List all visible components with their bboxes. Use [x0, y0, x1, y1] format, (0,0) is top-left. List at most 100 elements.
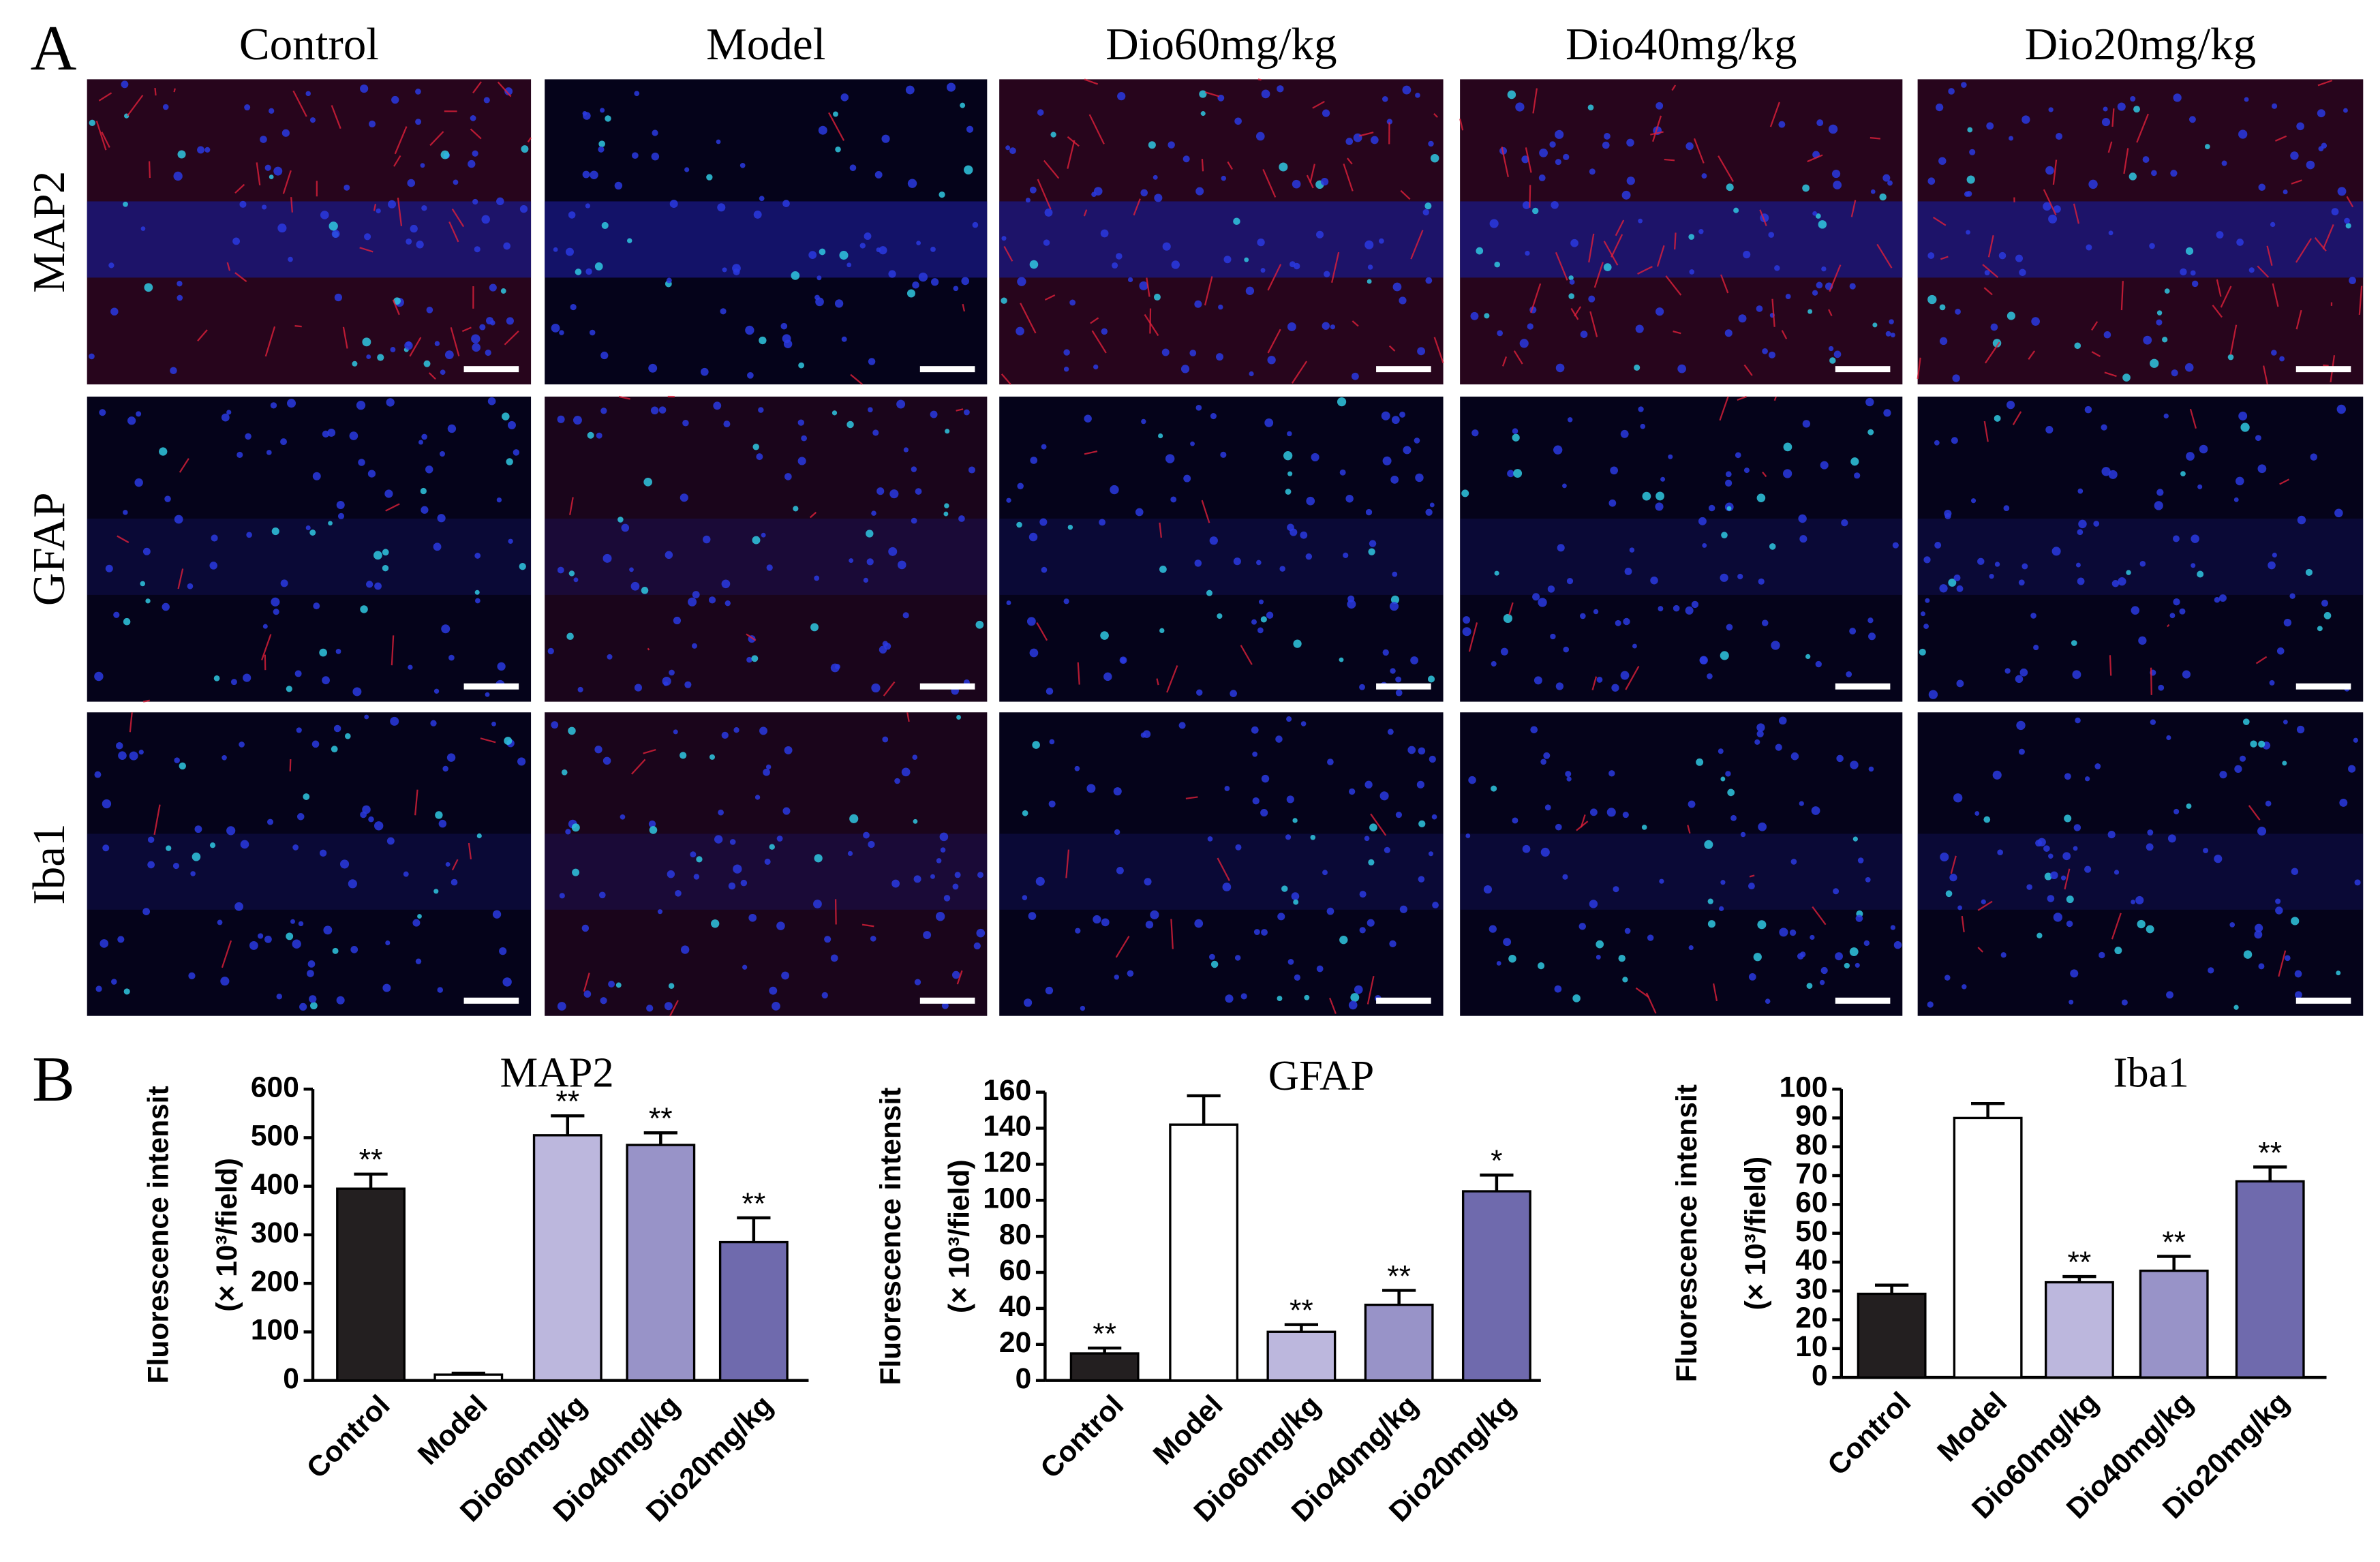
- nucleus: [1009, 147, 1016, 155]
- nucleus: [1399, 411, 1405, 418]
- nucleus: [447, 424, 457, 433]
- nucleus: [1281, 885, 1288, 892]
- nucleus: [1779, 928, 1788, 937]
- significance: **: [742, 1186, 765, 1221]
- nucleus: [1850, 457, 1859, 466]
- nucleus: [2218, 594, 2227, 602]
- nucleus: [793, 506, 799, 512]
- nucleus: [2030, 613, 2036, 619]
- fiber: [1170, 919, 1174, 949]
- nucleus: [1159, 565, 1167, 573]
- nucleus: [388, 200, 397, 209]
- nucleus: [1870, 189, 1876, 194]
- nucleus: [1540, 847, 1550, 857]
- nucleus: [2184, 363, 2194, 372]
- nucleus: [600, 108, 605, 113]
- nucleus: [1769, 543, 1776, 550]
- nucleus: [2053, 913, 2062, 922]
- nucleus: [824, 936, 832, 943]
- nucleus: [1812, 211, 1818, 216]
- nucleus: [172, 862, 180, 870]
- nucleus: [1194, 300, 1202, 308]
- fiber: [2274, 135, 2287, 142]
- nucleus: [1688, 800, 1696, 808]
- bar: [532, 1134, 602, 1382]
- nucleus: [1754, 739, 1760, 745]
- nucleus: [1326, 907, 1334, 915]
- nucleus: [479, 324, 486, 331]
- nucleus: [1572, 994, 1581, 1002]
- fiber: [1555, 251, 1568, 281]
- nucleus: [814, 294, 820, 301]
- nucleus: [1257, 238, 1265, 247]
- fiber: [2107, 141, 2113, 153]
- nucleus: [123, 988, 130, 995]
- fiber: [1115, 936, 1130, 958]
- bar: [1364, 1303, 1434, 1382]
- fiber: [1645, 992, 1657, 1014]
- nucleus: [264, 164, 271, 171]
- nucleus: [368, 816, 374, 823]
- fiber: [1718, 155, 1734, 182]
- nucleus: [581, 924, 590, 932]
- nucleus: [1939, 304, 1946, 311]
- nucleus: [1603, 263, 1612, 271]
- nucleus: [784, 473, 792, 480]
- nucleus: [1919, 648, 1926, 656]
- bar: [2139, 1269, 2209, 1379]
- nucleus: [471, 334, 480, 343]
- nucleus: [1604, 133, 1611, 140]
- nucleus: [271, 597, 280, 607]
- nucleus: [1587, 104, 1594, 111]
- nucleus: [814, 575, 820, 581]
- fiber: [468, 842, 472, 860]
- fiber: [153, 804, 161, 836]
- nucleus: [485, 317, 493, 325]
- nucleus: [1428, 140, 1434, 147]
- fiber: [1574, 306, 1582, 317]
- nucleus: [307, 960, 316, 968]
- fiber: [1020, 303, 1037, 334]
- nucleus: [2197, 570, 2204, 578]
- nucleus: [2185, 247, 2194, 256]
- nucleus: [89, 353, 95, 360]
- nucleus: [1568, 275, 1574, 281]
- nucleus: [1287, 471, 1293, 476]
- nucleus: [665, 551, 673, 560]
- fiber: [1615, 219, 1625, 236]
- nucleus: [266, 450, 272, 455]
- nucleus: [2188, 116, 2196, 123]
- nucleus: [657, 909, 663, 915]
- nucleus: [1251, 619, 1257, 625]
- nucleus: [360, 811, 367, 818]
- fiber: [906, 712, 910, 722]
- scale-bar: [463, 683, 519, 690]
- nucleus: [598, 891, 606, 899]
- nucleus: [1733, 207, 1739, 213]
- nucleus: [631, 152, 639, 159]
- nucleus: [1606, 808, 1616, 817]
- nucleus: [1543, 752, 1551, 759]
- nucleus: [1030, 457, 1038, 464]
- nucleus: [1026, 617, 1036, 626]
- nucleus: [1343, 552, 1349, 558]
- fiber: [129, 712, 133, 733]
- y-tick-label: 40: [999, 1291, 1031, 1323]
- fiber: [1205, 91, 1220, 97]
- bar: [626, 1144, 696, 1382]
- nucleus: [1283, 451, 1293, 461]
- fiber: [2216, 279, 2222, 297]
- micrograph: [999, 78, 1444, 385]
- nucleus: [2233, 497, 2239, 502]
- nucleus: [703, 535, 711, 544]
- nucleus: [1006, 600, 1011, 606]
- nucleus: [2135, 895, 2144, 905]
- significance: **: [1290, 1293, 1313, 1328]
- nucleus: [696, 856, 703, 863]
- nucleus: [2007, 311, 2015, 320]
- fiber: [1001, 373, 1011, 385]
- nucleus: [2000, 952, 2007, 958]
- nucleus: [1224, 786, 1230, 791]
- fiber: [2322, 224, 2334, 250]
- nucleus: [692, 591, 700, 599]
